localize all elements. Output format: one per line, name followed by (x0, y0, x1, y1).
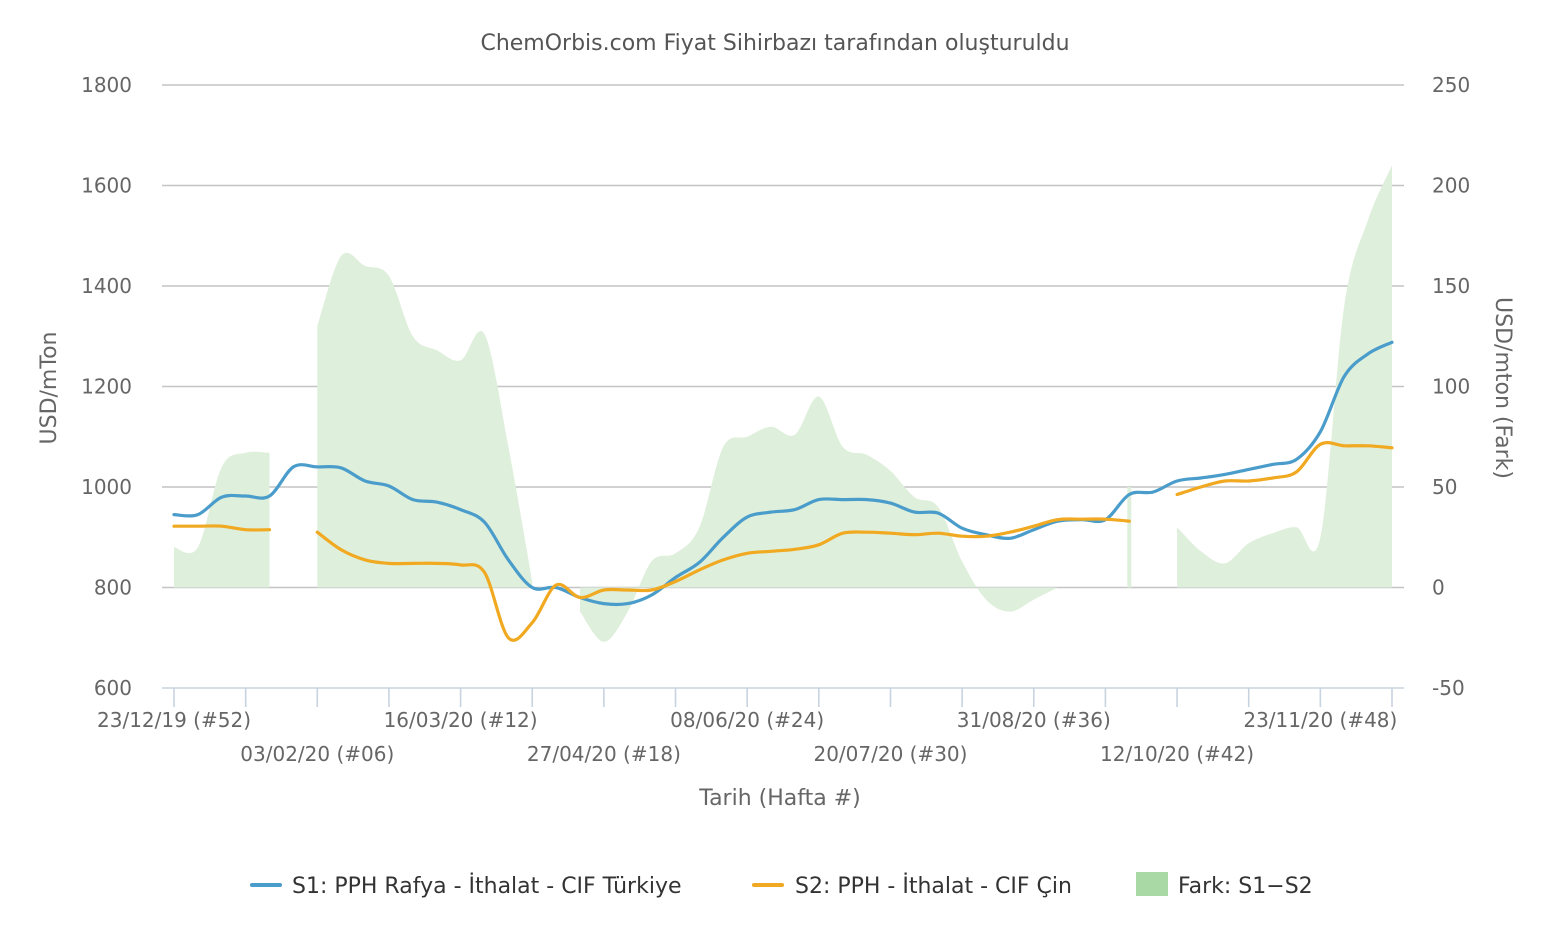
y-tick-label: 800 (94, 576, 132, 600)
x-tick-label: 27/04/20 (#18) (527, 742, 681, 766)
x-tick-label: 08/06/20 (#24) (670, 708, 824, 732)
legend-s1-swatch (250, 883, 282, 887)
legend-item-diff[interactable]: Fark: S1−S2 (1136, 872, 1313, 899)
legend: S1: PPH Rafya - İthalat - CIF Türkiye S2… (250, 872, 1313, 899)
y-tick-label: 1200 (81, 375, 132, 399)
legend-diff-label: Fark: S1−S2 (1178, 874, 1313, 899)
y2-tick-label: -50 (1432, 676, 1465, 700)
legend-item-s2[interactable]: S2: PPH - İthalat - CIF Çin (752, 873, 1072, 899)
series-line-segment[interactable] (172, 340, 1394, 607)
y2-axis-ticks: -50 0 50 100 150 200 250 (1432, 73, 1470, 700)
legend-s1-label: S1: PPH Rafya - İthalat - CIF Türkiye (292, 873, 682, 899)
difference-area-segment (174, 451, 270, 588)
difference-area-segment (1177, 165, 1392, 588)
y-tick-label: 1600 (81, 174, 132, 198)
series-line-segment[interactable] (315, 517, 1131, 642)
legend-s2-label: S2: PPH - İthalat - CIF Çin (795, 873, 1072, 899)
y-axis-label: USD/mTon (37, 332, 62, 445)
x-tick-label: 16/03/20 (#12) (384, 708, 538, 732)
y-tick-label: 1800 (81, 73, 132, 97)
difference-area-segment (1127, 487, 1132, 588)
x-tick-label: 23/12/19 (#52) (97, 708, 251, 732)
x-tick-label: 20/07/20 (#30) (813, 742, 967, 766)
chart-title: ChemOrbis.com Fiyat Sihirbazı tarafından… (480, 31, 1069, 56)
x-tick-label: 23/11/20 (#48) (1243, 708, 1397, 732)
y2-tick-label: 150 (1432, 274, 1470, 298)
y2-tick-label: 0 (1432, 576, 1445, 600)
x-axis: 23/12/19 (#52) 03/02/20 (#06) 16/03/20 (#1… (97, 688, 1397, 766)
y2-tick-label: 200 (1432, 174, 1470, 198)
y-axis-ticks: 600 800 1000 1200 1400 1600 1800 (81, 73, 132, 700)
series-line-segment[interactable] (172, 524, 272, 532)
x-tick-label: 12/10/20 (#42) (1100, 742, 1254, 766)
series-lines (172, 340, 1394, 642)
x-tick-label: 03/02/20 (#06) (240, 742, 394, 766)
legend-item-s1[interactable]: S1: PPH Rafya - İthalat - CIF Türkiye (250, 873, 682, 899)
series-line-segment[interactable] (1175, 441, 1394, 497)
legend-s2-swatch (752, 883, 784, 887)
y-tick-label: 1000 (81, 475, 132, 499)
y2-tick-label: 100 (1432, 375, 1470, 399)
y-tick-label: 600 (94, 676, 132, 700)
x-tick-label: 31/08/20 (#36) (957, 708, 1111, 732)
y-tick-label: 1400 (81, 274, 132, 298)
x-axis-label: Tarih (Hafta #) (698, 786, 860, 811)
y2-axis-label: USD/mton (Fark) (1490, 297, 1515, 479)
legend-diff-swatch (1136, 872, 1168, 896)
difference-area-segment (580, 396, 1058, 642)
difference-area-segment (317, 252, 533, 588)
difference-area (174, 165, 1392, 642)
y2-tick-label: 50 (1432, 475, 1457, 499)
y2-tick-label: 250 (1432, 73, 1470, 97)
